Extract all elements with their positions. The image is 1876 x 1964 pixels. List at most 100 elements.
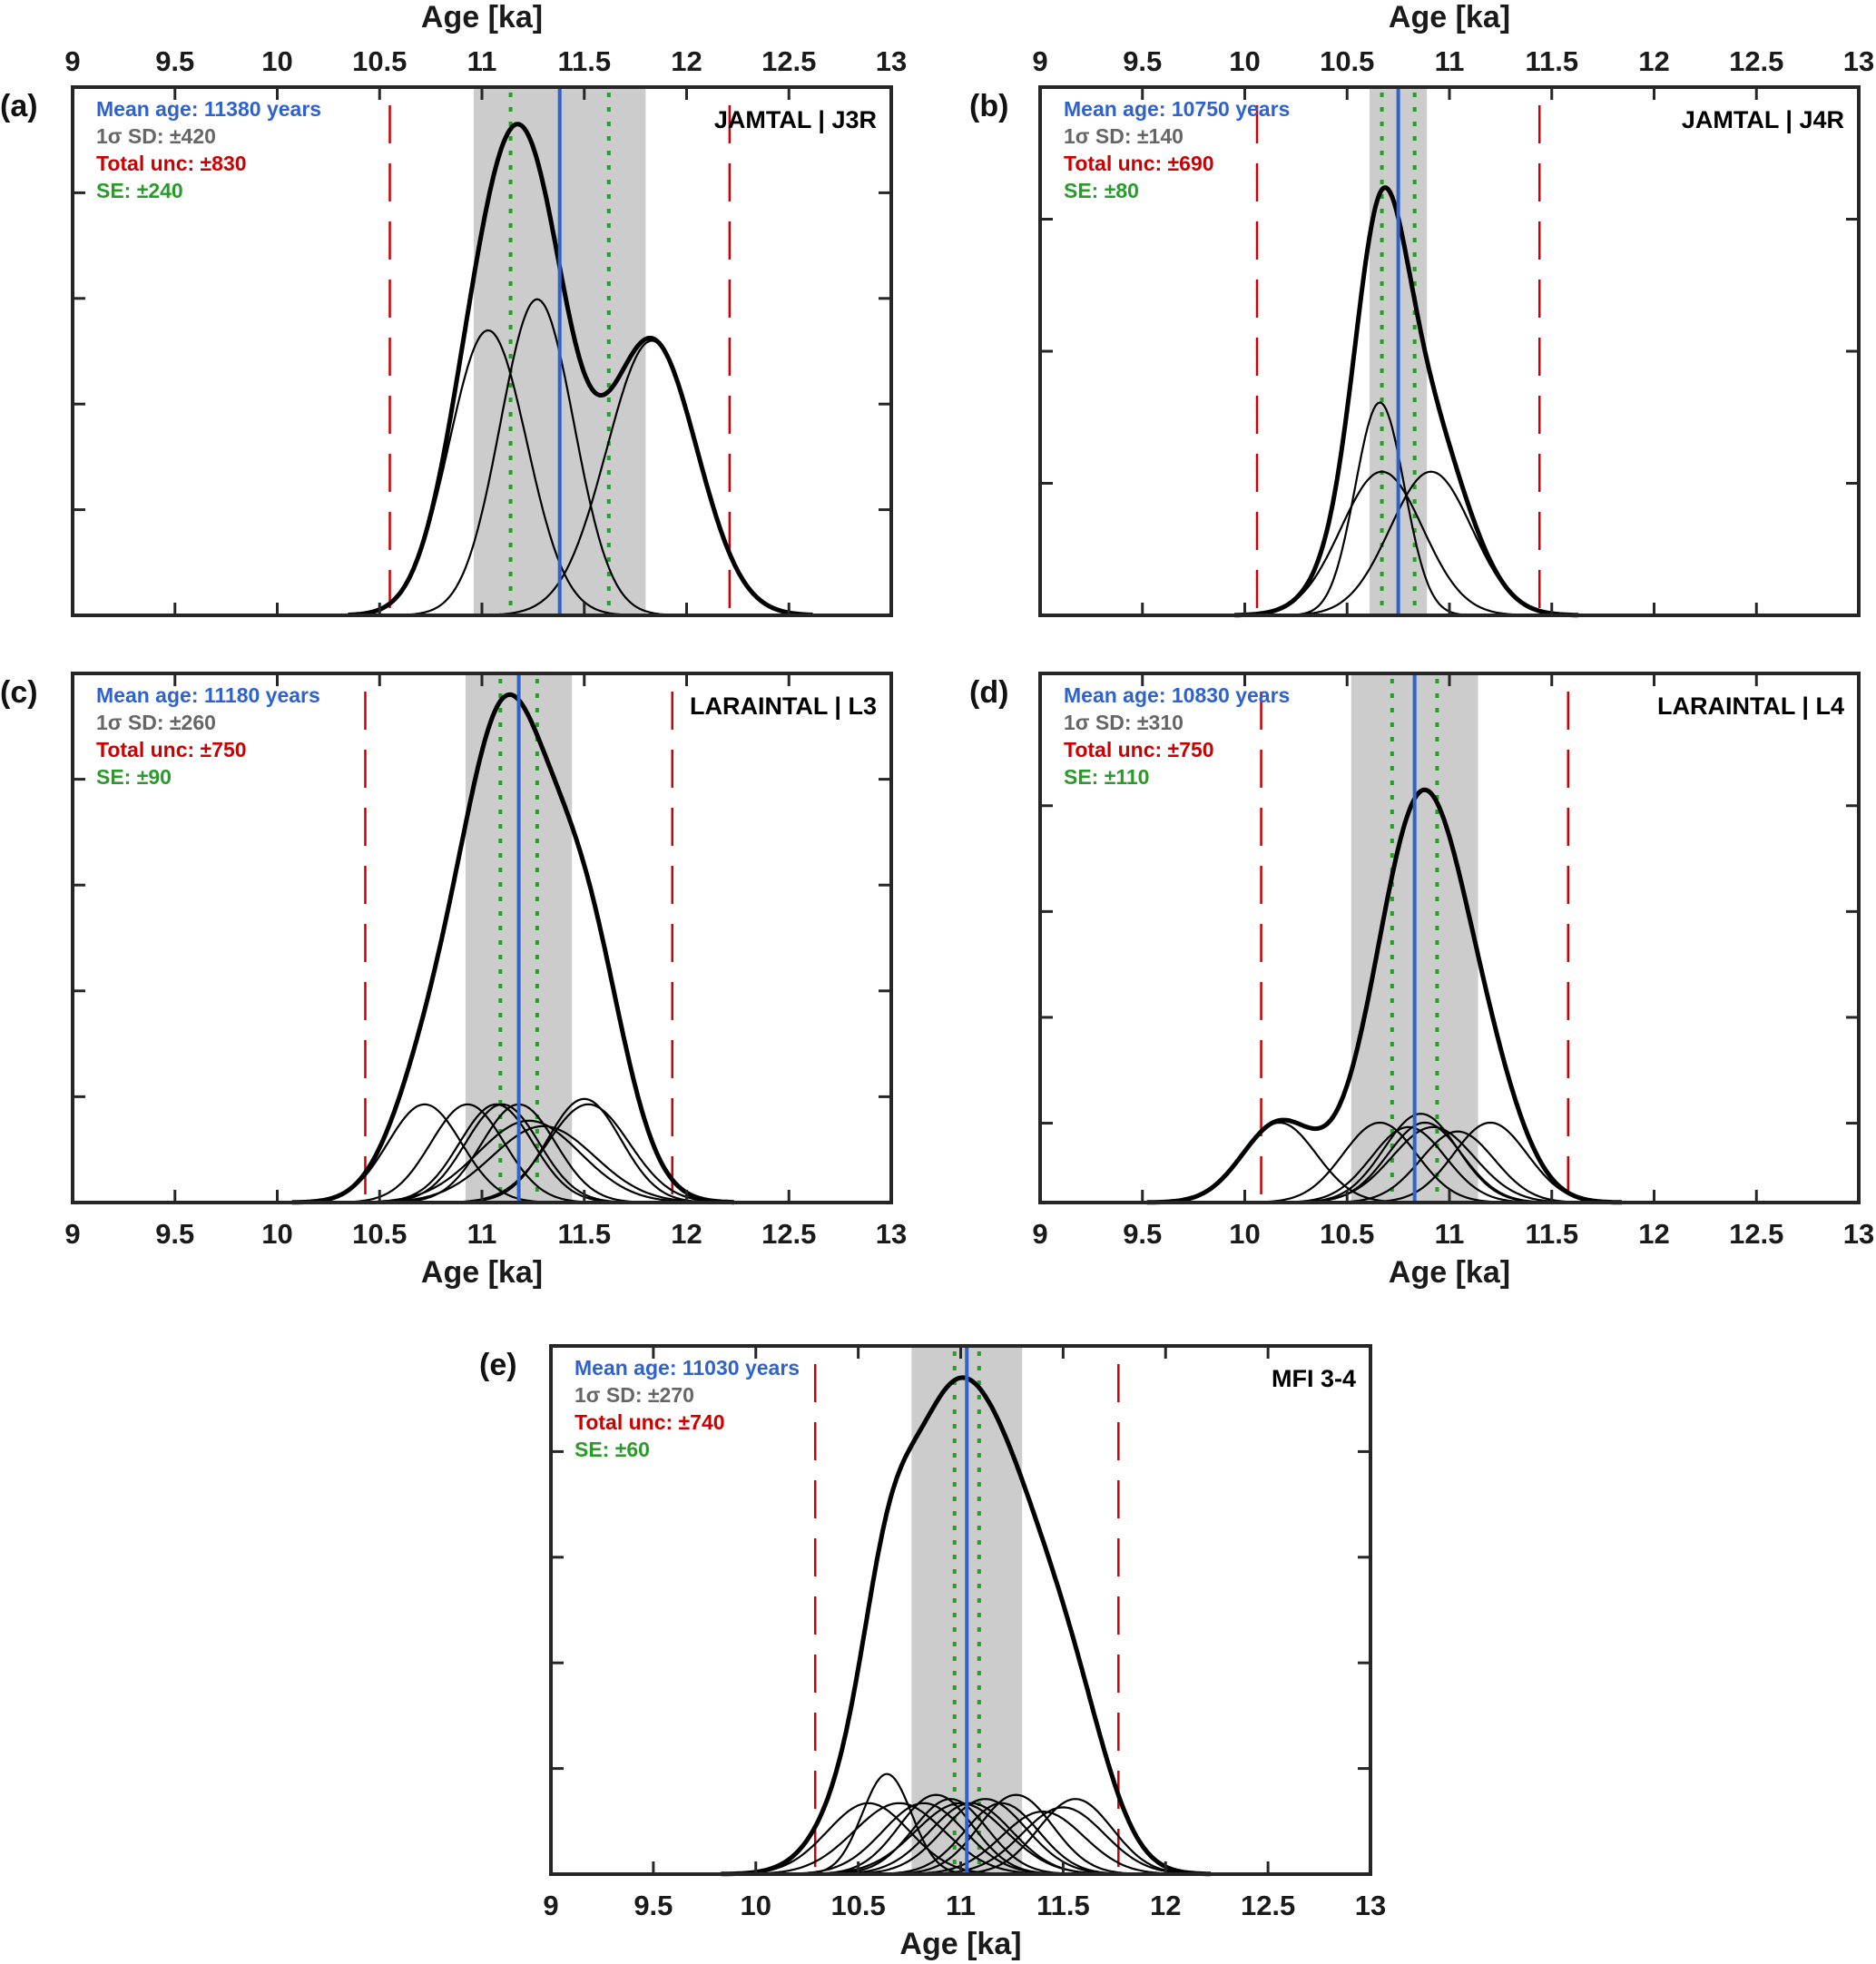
x-tick-label: 9.5 [155,45,194,77]
mean-age-text: Mean age: 10830 years [1064,683,1290,707]
x-axis-title: Age [ka] [1389,1255,1510,1290]
total-unc-text: Total unc: ±740 [575,1410,725,1434]
component-curve-2 [389,298,685,616]
x-tick-label: 11.5 [1525,45,1578,77]
x-tick-label: 11 [1435,45,1465,77]
x-tick-label: 12 [671,1218,702,1250]
x-tick-label: 10 [1229,1218,1260,1250]
x-tick-label: 10.5 [1320,45,1374,77]
x-tick-label: 10.5 [1320,1218,1374,1250]
site-label: LARAINTAL | L3 [690,692,877,720]
x-tick-label: 11 [1435,1218,1465,1250]
panel-c: 9 9.5 10 10.5 11 11.5 12 12.5 13 Age [ka] (c) LARAI… [0,672,907,1290]
se-text: SE: ±60 [575,1438,650,1461]
panel-e: 9 9.5 10 10.5 11 11.5 12 12.5 13 Age [ka] (e) MFI 3… [479,1344,1386,1961]
x-tick-label: 10.5 [830,1890,885,1921]
panel-letter: (e) [479,1348,517,1382]
component-curve-8 [437,1097,732,1204]
sd-text: 1σ SD: ±310 [1064,711,1184,734]
site-label: LARAINTAL | L4 [1657,692,1844,720]
x-tick-label: 12.5 [1241,1890,1295,1921]
summed-probability-curve [348,122,813,617]
panel-b: 9 9.5 10 10.5 11 11.5 12 12.5 13 Age [ka] (b) JAMTA… [969,0,1874,618]
component-curve-7 [339,1124,749,1204]
component-curve-2 [1233,1121,1527,1204]
x-tick-label: 11 [467,1218,497,1250]
x-tick-label: 9.5 [1123,1218,1162,1250]
x-tick-label: 12 [1638,45,1669,77]
component-curve-6 [1269,1125,1597,1204]
x-tick-label: 10.5 [352,45,407,77]
x-tick-label: 12 [1638,1218,1669,1250]
component-curve-11 [868,1793,1164,1876]
se-text: SE: ±90 [96,765,172,789]
x-axis-title: Age [ka] [421,0,543,34]
component-curve-2 [319,1103,615,1204]
summed-probability-curve [1146,787,1623,1205]
x-tick-label: 12.5 [761,1218,816,1250]
summed-probability-curve [291,692,735,1205]
se-text: SE: ±80 [1064,179,1139,202]
x-tick-label: 13 [1843,45,1874,77]
x-tick-label: 11.5 [557,45,611,77]
x-tick-label: 10 [261,45,292,77]
panel-d: 9 9.5 10 10.5 11 11.5 12 12.5 13 Age [ka] (d) LARAI… [969,672,1874,1290]
x-tick-label: 10 [1229,45,1260,77]
component-curve-10 [854,1802,1150,1876]
x-tick-label: 13 [876,1218,907,1250]
panel-letter: (a) [0,89,38,123]
total-unc-text: Total unc: ±750 [1064,738,1214,761]
x-tick-label: 11.5 [1036,1890,1090,1921]
panel-a: 9 9.5 10 10.5 11 11.5 12 12.5 13 Age [ka] (a) JAMTA… [0,0,907,617]
x-tick-label: 11.5 [1525,1218,1578,1250]
total-unc-text: Total unc: ±750 [96,738,247,761]
site-label: JAMTAL | J4R [1682,106,1844,133]
se-text: SE: ±110 [1064,765,1149,789]
panel-letter: (d) [969,675,1008,710]
site-label: MFI 3-4 [1272,1365,1356,1392]
total-unc-text: Total unc: ±830 [96,152,247,175]
sd-text: 1σ SD: ±420 [96,124,216,148]
component-curve-7 [1310,1130,1606,1204]
sd-text: 1σ SD: ±260 [96,711,216,734]
mean-age-text: Mean age: 10750 years [1064,97,1290,121]
component-curve-3 [1261,1125,1557,1204]
x-tick-label: 11 [946,1890,976,1921]
x-tick-label: 9.5 [1123,45,1162,77]
x-tick-label: 12.5 [761,45,816,77]
x-tick-label: 9 [543,1890,558,1921]
x-tick-label: 13 [876,45,907,77]
x-tick-label: 10 [741,1890,771,1921]
se-text: SE: ±240 [96,179,183,202]
sd-text: 1σ SD: ±270 [575,1383,694,1407]
summed-probability-curve [1234,185,1579,618]
component-curve-3 [719,1802,1080,1876]
mean-age-text: Mean age: 11380 years [96,97,321,121]
x-tick-label: 10 [261,1218,292,1250]
component-curve-6 [324,1119,734,1204]
x-tick-label: 10.5 [352,1218,407,1250]
x-tick-label: 9.5 [155,1218,194,1250]
x-axis-title: Age [ka] [899,1927,1021,1961]
x-tick-label: 12 [671,45,702,77]
mean-age-text: Mean age: 11180 years [96,683,320,707]
component-curve-6 [802,1798,1098,1876]
x-tick-label: 12.5 [1729,45,1783,77]
total-unc-text: Total unc: ±690 [1064,152,1214,175]
x-axis-title: Age [ka] [1389,0,1510,34]
x-tick-label: 12 [1150,1890,1181,1921]
panel-letter: (b) [969,89,1008,123]
sd-text: 1σ SD: ±140 [1064,124,1184,148]
x-tick-label: 9 [64,1218,80,1250]
x-tick-label: 9 [64,45,80,77]
x-tick-label: 11 [467,45,497,77]
x-tick-label: 9 [1032,45,1047,77]
x-tick-label: 9 [1032,1218,1047,1250]
mean-age-text: Mean age: 11030 years [575,1356,800,1380]
panel-letter: (c) [0,675,38,710]
component-curve-1 [1282,401,1478,616]
x-tick-label: 13 [1843,1218,1874,1250]
x-axis-title: Age [ka] [421,1255,543,1290]
site-label: JAMTAL | J3R [714,106,877,133]
